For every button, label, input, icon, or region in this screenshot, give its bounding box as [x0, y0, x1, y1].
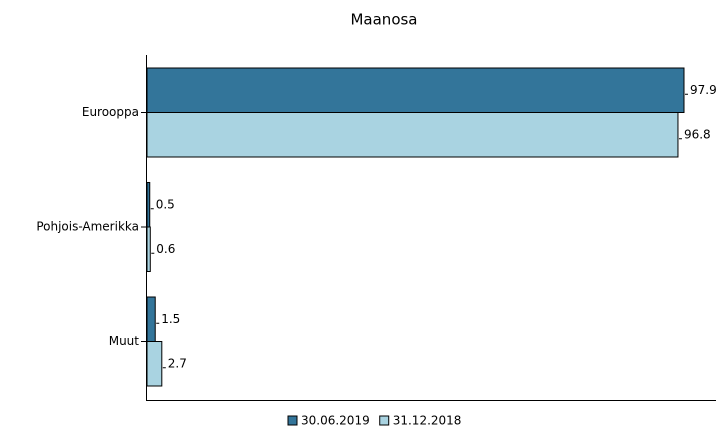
bar [146, 226, 151, 272]
y-tick-label: Muut [109, 334, 140, 348]
legend-label: 31.12.2018 [393, 414, 462, 428]
bar [146, 112, 679, 158]
chart-title: Maanosa [350, 11, 417, 29]
legend-swatch [379, 415, 390, 426]
value-label: 1.5 [161, 312, 180, 326]
value-label: 2.7 [168, 356, 187, 370]
value-label: 0.6 [156, 242, 175, 256]
y-tick-label: Eurooppa [82, 105, 139, 119]
bar [146, 341, 163, 387]
value-label: 96.8 [684, 127, 711, 141]
bar [146, 67, 685, 113]
bar [146, 182, 151, 228]
y-tick-label: Pohjois-Amerikka [36, 220, 139, 234]
legend-label: 30.06.2019 [301, 414, 370, 428]
legend-swatch [287, 415, 298, 426]
value-label: 97.9 [690, 83, 716, 97]
bar [146, 296, 156, 342]
value-label: 0.5 [156, 197, 175, 211]
